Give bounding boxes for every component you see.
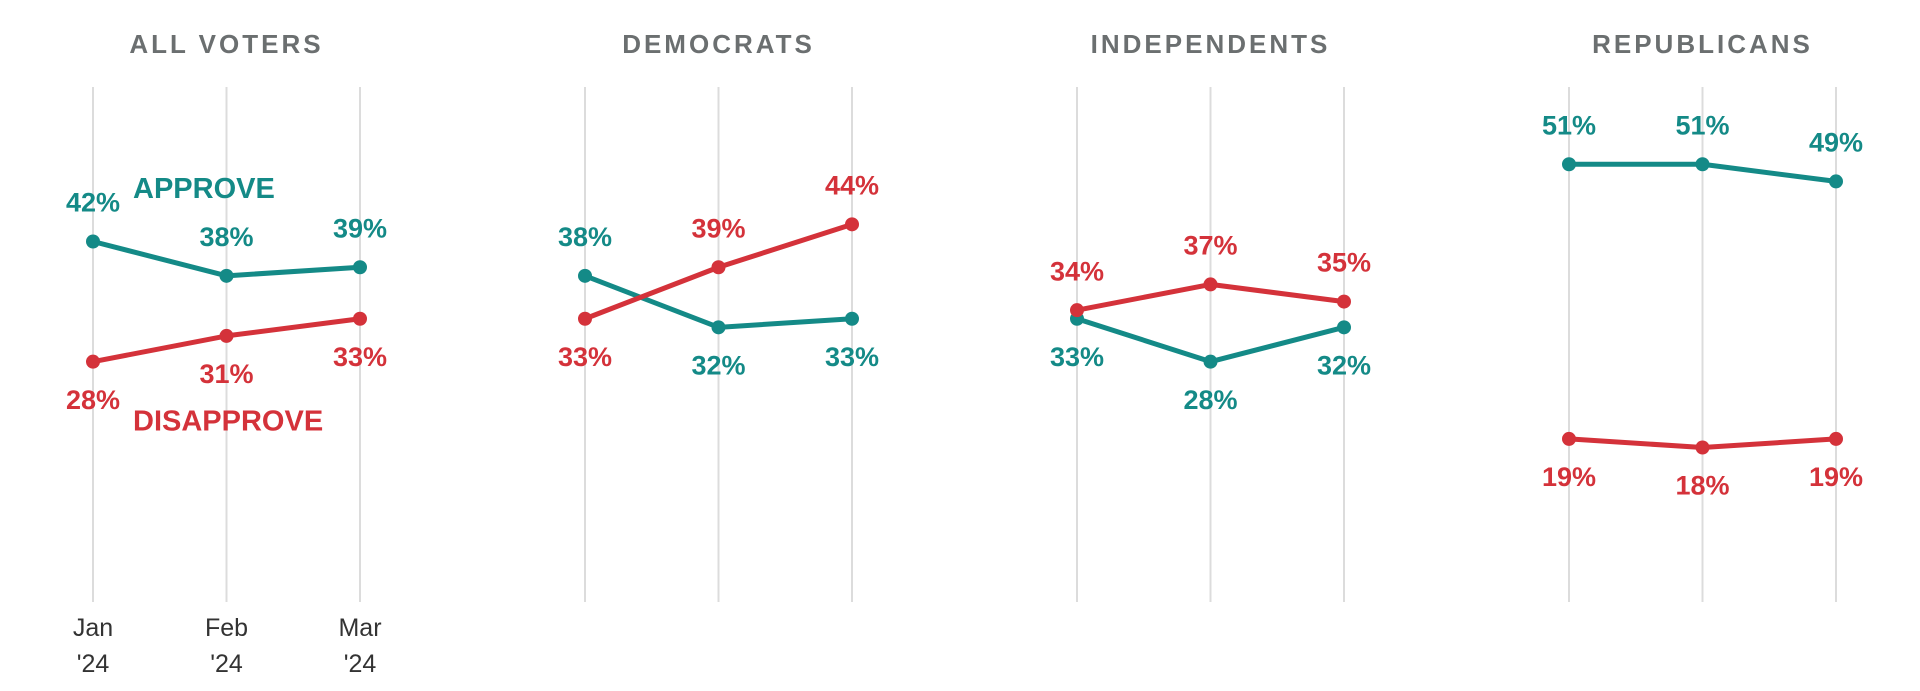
value-label: 33% [1050, 342, 1104, 372]
point [1203, 354, 1218, 369]
value-label: 39% [333, 213, 387, 243]
point [219, 328, 234, 343]
point [1337, 294, 1351, 309]
value-label: 32% [691, 350, 745, 380]
point [1562, 157, 1576, 172]
point [578, 268, 592, 283]
value-label: 38% [199, 222, 253, 252]
point [86, 354, 100, 369]
x-tick-label: Feb '24 [204, 614, 249, 678]
point [353, 311, 367, 326]
panel-title: DEMOCRATS [622, 29, 815, 59]
value-label: 51% [1542, 110, 1596, 140]
value-label: 28% [1183, 385, 1237, 415]
point [1203, 277, 1218, 292]
series-label: DISAPPROVE [133, 405, 323, 437]
point [711, 260, 726, 275]
point [845, 311, 859, 326]
panel-title: INDEPENDENTS [1091, 29, 1331, 59]
point [1695, 440, 1710, 455]
value-label: 44% [825, 170, 879, 200]
value-label: 18% [1675, 471, 1729, 501]
value-label: 19% [1542, 462, 1596, 492]
point [1829, 174, 1843, 189]
value-label: 34% [1050, 256, 1104, 286]
value-label: 33% [558, 342, 612, 372]
point [219, 268, 234, 283]
point [578, 311, 592, 326]
value-label: 42% [66, 188, 120, 218]
value-label: 51% [1675, 110, 1729, 140]
point [1337, 320, 1351, 335]
point [353, 260, 367, 275]
value-label: 19% [1809, 462, 1863, 492]
value-label: 37% [1183, 231, 1237, 261]
x-tick-label: Jan '24 [72, 614, 114, 678]
point [1070, 303, 1084, 318]
panel-title: ALL VOTERS [129, 29, 323, 59]
value-label: 31% [199, 359, 253, 389]
value-label: 35% [1317, 248, 1371, 278]
point [1695, 157, 1710, 172]
x-tick-label: Mar '24 [338, 614, 382, 678]
value-label: 39% [691, 213, 745, 243]
panel-title: REPUBLICANS [1592, 29, 1813, 59]
value-label: 33% [333, 342, 387, 372]
series-label: APPROVE [133, 173, 275, 205]
value-label: 33% [825, 342, 879, 372]
value-label: 38% [558, 222, 612, 252]
point [1829, 431, 1843, 446]
value-label: 28% [66, 385, 120, 415]
point [845, 217, 859, 232]
value-label: 32% [1317, 350, 1371, 380]
point [711, 320, 726, 335]
value-label: 49% [1809, 128, 1863, 158]
point [86, 234, 100, 249]
point [1562, 431, 1576, 446]
